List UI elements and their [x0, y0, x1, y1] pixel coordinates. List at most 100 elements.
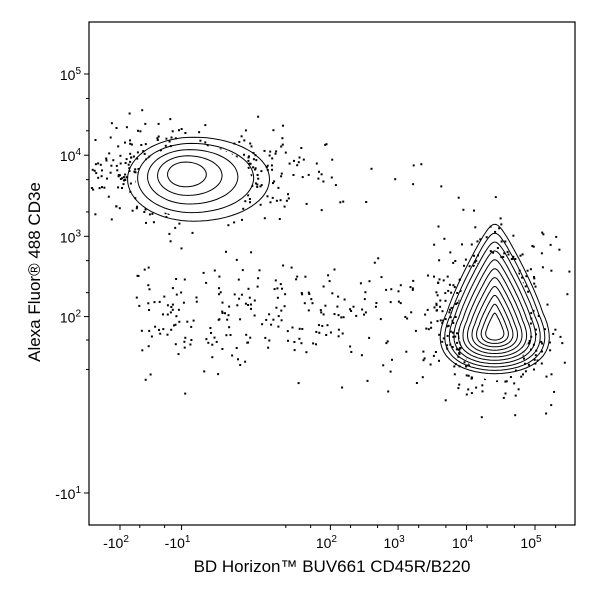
- event-dot: [259, 203, 262, 206]
- event-dot: [247, 159, 250, 162]
- event-dot: [476, 240, 479, 243]
- event-dot: [467, 374, 470, 377]
- event-dot: [324, 143, 327, 146]
- event-dot: [438, 259, 441, 262]
- event-dot: [449, 330, 452, 333]
- event-dot: [169, 240, 172, 243]
- event-dot: [150, 335, 153, 338]
- event-dot: [141, 349, 144, 352]
- event-dot: [118, 207, 121, 210]
- event-dot: [255, 159, 258, 162]
- event-dot: [425, 327, 428, 330]
- event-dot: [541, 350, 543, 353]
- event-dot: [422, 350, 425, 353]
- event-dot: [279, 199, 282, 202]
- event-dot: [533, 277, 536, 280]
- event-dot: [138, 304, 141, 307]
- event-dot: [231, 354, 234, 357]
- event-dot: [233, 221, 236, 224]
- event-dot: [410, 311, 413, 314]
- event-dot: [322, 180, 325, 183]
- event-dot: [211, 356, 214, 359]
- event-dot: [278, 218, 281, 220]
- event-dot: [513, 382, 516, 385]
- event-dot: [349, 345, 352, 348]
- event-dot: [507, 253, 510, 256]
- event-dot: [250, 307, 252, 310]
- event-dot: [435, 304, 438, 307]
- event-dot: [444, 318, 447, 321]
- event-dot: [205, 338, 208, 341]
- event-dot: [504, 380, 507, 383]
- event-dot: [333, 313, 336, 316]
- event-dot: [442, 337, 445, 340]
- event-dot: [541, 266, 544, 269]
- event-dot: [448, 283, 451, 286]
- event-dot: [247, 194, 250, 197]
- event-dot: [298, 327, 301, 330]
- event-dot: [457, 196, 460, 199]
- event-dot: [284, 151, 287, 154]
- contour-line: [137, 142, 255, 214]
- event-dot: [252, 166, 255, 169]
- plot-frame: [88, 21, 576, 526]
- event-dot: [514, 258, 517, 260]
- event-dot: [437, 281, 440, 284]
- event-dot: [174, 226, 177, 229]
- event-dot: [164, 144, 167, 147]
- event-dot: [546, 303, 549, 306]
- event-dot: [438, 333, 441, 336]
- event-dot: [472, 264, 475, 267]
- event-dot: [159, 332, 162, 335]
- event-dot: [103, 186, 106, 189]
- event-dot: [244, 129, 247, 132]
- event-dot: [97, 162, 100, 165]
- event-dot: [499, 217, 502, 220]
- event-dot: [514, 394, 517, 397]
- event-dot: [174, 323, 177, 326]
- event-dot: [453, 373, 456, 376]
- event-dot: [256, 183, 259, 186]
- event-dot: [190, 325, 193, 328]
- event-dot: [444, 292, 447, 295]
- event-dot: [240, 135, 243, 138]
- y-axis-ticks: -101 102 103 104 105: [55, 66, 89, 502]
- event-dot: [301, 293, 304, 296]
- event-dot: [503, 252, 506, 255]
- event-dot: [119, 178, 122, 180]
- event-dot: [439, 319, 442, 322]
- event-dot: [439, 299, 442, 302]
- event-dot: [166, 333, 169, 336]
- event-dot: [537, 314, 540, 317]
- event-dot: [405, 350, 408, 353]
- event-dot: [257, 177, 260, 180]
- event-dot: [191, 231, 194, 234]
- event-dot: [139, 130, 142, 133]
- event-dot: [563, 361, 566, 364]
- event-dot: [249, 162, 252, 165]
- event-dot: [368, 336, 371, 339]
- event-dot: [341, 332, 344, 335]
- event-dot: [297, 161, 300, 164]
- event-dot: [280, 172, 283, 175]
- event-dot: [550, 404, 553, 407]
- event-dot: [265, 318, 268, 321]
- event-dot: [533, 276, 535, 278]
- event-dot: [256, 285, 259, 288]
- event-dot: [170, 136, 173, 139]
- contour-line: [485, 312, 505, 341]
- event-dot: [339, 201, 342, 204]
- event-dot: [421, 376, 424, 379]
- event-dot: [307, 291, 310, 294]
- event-dot: [92, 188, 95, 191]
- event-dot: [130, 156, 133, 159]
- event-dot: [300, 147, 303, 149]
- event-dot: [350, 310, 353, 312]
- event-dot: [458, 352, 461, 355]
- event-dot: [205, 281, 208, 284]
- event-dot: [498, 227, 501, 230]
- event-dot: [404, 315, 407, 318]
- event-dot: [447, 289, 450, 292]
- event-dot: [331, 292, 334, 295]
- event-dot: [158, 328, 160, 331]
